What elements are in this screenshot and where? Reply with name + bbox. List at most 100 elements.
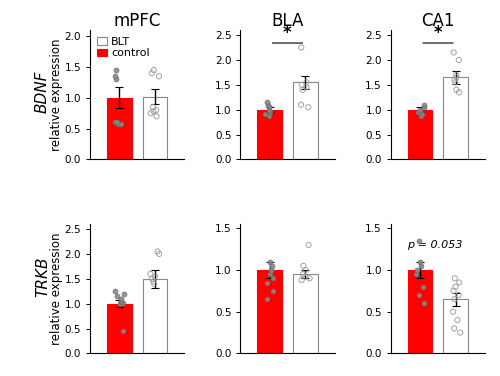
Point <box>114 119 122 125</box>
Point <box>152 107 160 113</box>
Point <box>452 74 460 80</box>
Bar <box>107 98 132 159</box>
Point <box>155 73 163 79</box>
Point <box>110 120 118 126</box>
Bar <box>408 110 432 159</box>
Point <box>302 267 310 273</box>
Point <box>263 279 271 285</box>
Point <box>264 102 272 108</box>
Point <box>456 330 464 336</box>
Point <box>148 70 156 76</box>
Point <box>266 267 274 273</box>
Point <box>416 107 424 113</box>
Bar <box>258 110 282 159</box>
Text: p = 0.053: p = 0.053 <box>407 240 463 250</box>
Point <box>412 267 420 273</box>
Y-axis label: relative expression: relative expression <box>50 38 63 151</box>
Point <box>306 275 314 281</box>
Point <box>266 109 274 115</box>
Bar <box>293 82 318 159</box>
Point <box>265 113 273 119</box>
Point <box>120 291 128 297</box>
Bar <box>142 97 167 159</box>
Point <box>451 275 459 281</box>
Point <box>120 300 128 306</box>
Bar <box>293 274 318 353</box>
Point <box>116 301 124 307</box>
Point <box>270 275 278 281</box>
Point <box>454 292 462 298</box>
Point <box>416 238 424 244</box>
Y-axis label: relative expression: relative expression <box>50 232 63 345</box>
Point <box>302 84 310 90</box>
Point <box>450 288 458 294</box>
Point <box>302 79 310 85</box>
Point <box>152 113 160 119</box>
Point <box>455 279 463 285</box>
Point <box>268 263 276 269</box>
Point <box>301 274 309 280</box>
Point <box>146 271 154 277</box>
Point <box>450 325 458 331</box>
Text: BDNF: BDNF <box>35 71 50 113</box>
Point <box>450 77 458 83</box>
Point <box>298 44 306 50</box>
Point <box>419 284 427 290</box>
Bar <box>107 304 132 353</box>
Point <box>450 50 458 56</box>
Point <box>154 249 162 255</box>
Point <box>150 108 158 114</box>
Point <box>112 73 120 79</box>
Point <box>452 284 460 290</box>
Point <box>452 72 460 78</box>
Point <box>112 67 120 73</box>
Point <box>265 104 273 110</box>
Point <box>418 111 426 117</box>
Point <box>117 296 125 302</box>
Point <box>151 273 159 279</box>
Point <box>449 309 457 315</box>
Bar <box>444 299 468 353</box>
Text: TRKB: TRKB <box>35 256 50 297</box>
Point <box>412 271 420 277</box>
Point <box>150 67 158 73</box>
Point <box>416 259 424 265</box>
Point <box>450 296 458 302</box>
Point <box>112 76 120 82</box>
Point <box>114 121 122 127</box>
Point <box>414 109 422 115</box>
Point <box>455 57 463 63</box>
Bar <box>258 270 282 353</box>
Point <box>150 281 158 287</box>
Point <box>150 278 158 284</box>
Point <box>263 99 271 105</box>
Point <box>416 113 424 119</box>
Point <box>298 277 306 283</box>
Point <box>298 87 306 93</box>
Point <box>266 259 274 265</box>
Point <box>269 288 277 294</box>
Point <box>454 317 462 323</box>
Point <box>299 271 307 277</box>
Point <box>155 251 163 257</box>
Point <box>149 104 157 110</box>
Bar <box>142 279 167 353</box>
Point <box>420 102 428 108</box>
Text: *: * <box>434 24 442 42</box>
Point <box>297 102 305 108</box>
Point <box>117 298 125 304</box>
Title: mPFC: mPFC <box>114 12 160 30</box>
Point <box>452 79 460 85</box>
Point <box>420 104 428 110</box>
Title: BLA: BLA <box>272 12 304 30</box>
Bar <box>444 77 468 159</box>
Point <box>110 288 118 294</box>
Point <box>120 328 128 334</box>
Point <box>414 292 422 298</box>
Bar <box>408 270 432 353</box>
Point <box>263 296 271 302</box>
Point <box>298 82 306 88</box>
Point <box>148 276 156 282</box>
Text: *: * <box>283 24 292 42</box>
Point <box>300 263 308 269</box>
